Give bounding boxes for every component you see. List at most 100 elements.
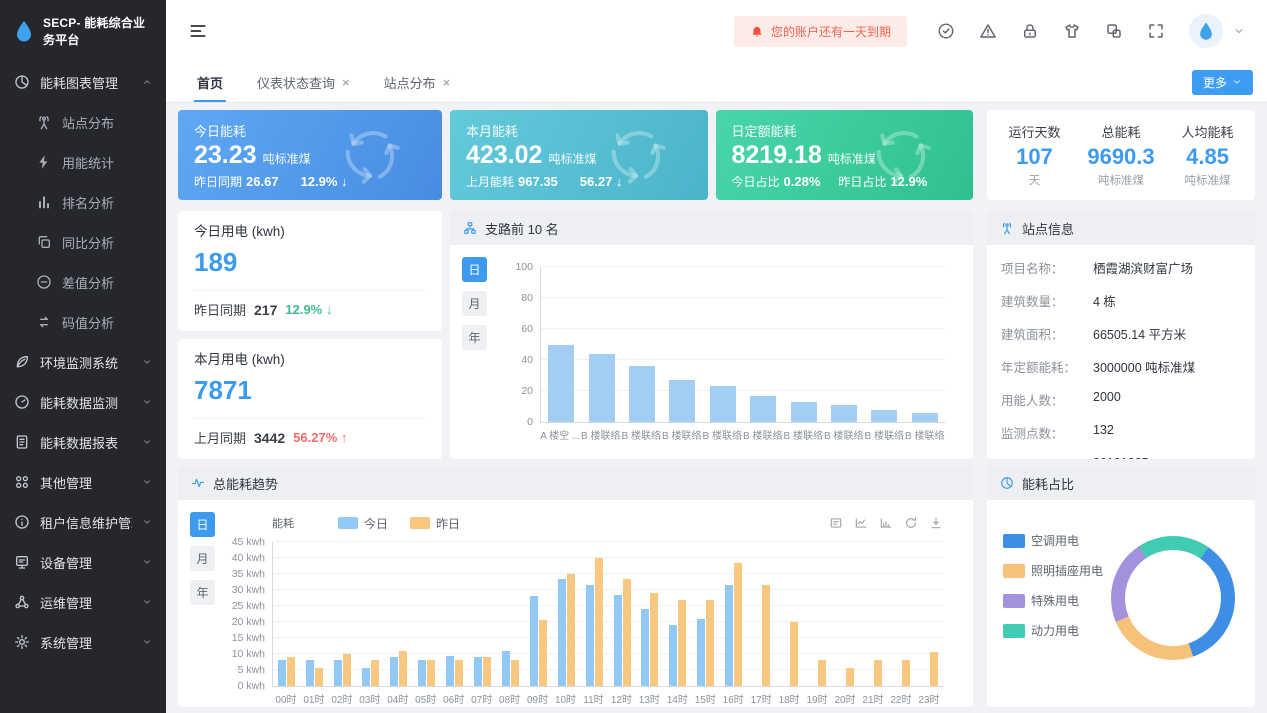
sidebar-item-system-mgmt[interactable]: 系统管理 bbox=[0, 622, 166, 662]
branch-top10-panel: 支路前 10 名 日月年 0 20 40 60 80 100 A 楼空 ... B 楼联络 B 楼… bbox=[450, 211, 973, 459]
bar-group bbox=[831, 542, 859, 686]
submenu-chart-mgmt: 站点分布 用能统计排名分析同比分析 差值分析 码值分析 bbox=[0, 102, 166, 342]
sidebar-item-other-mgmt[interactable]: 其他管理 bbox=[0, 462, 166, 502]
sidebar-item-energy-monitor[interactable]: 能耗数据监测 bbox=[0, 382, 166, 422]
gridline bbox=[273, 605, 943, 606]
x-tick-label: 06时 bbox=[443, 695, 465, 706]
site-info-row: 用能人数： 2000 bbox=[1001, 383, 1241, 416]
sidebar-item-chart-mgmt[interactable]: 能耗图表管理 bbox=[0, 62, 166, 102]
info-label: 用能人数： bbox=[1001, 394, 1064, 408]
device-icon bbox=[14, 554, 30, 570]
legend-item-昨日[interactable]: 昨日 bbox=[410, 515, 460, 532]
sidebar-item-device-mgmt[interactable]: 设备管理 bbox=[0, 542, 166, 582]
chevron-icon bbox=[142, 637, 152, 647]
avatar[interactable] bbox=[1189, 14, 1223, 48]
chevron-icon bbox=[142, 597, 152, 607]
legend-item-动力用电[interactable]: 动力用电 bbox=[1003, 622, 1103, 639]
bar-chart-icon[interactable] bbox=[879, 516, 893, 530]
x-tick-label: 00时 bbox=[275, 695, 297, 706]
legend-swatch bbox=[338, 517, 358, 529]
sidebar-item-ranking-analysis[interactable]: 排名分析 bbox=[0, 182, 166, 222]
user-menu-chevron-icon[interactable] bbox=[1233, 25, 1245, 37]
close-icon[interactable]: × bbox=[442, 74, 451, 90]
info-value: 2000 bbox=[1093, 390, 1121, 404]
bar-今日 bbox=[557, 578, 566, 686]
tabbar: 首页 仪表状态查询 × 站点分布 × 更多 bbox=[166, 62, 1267, 103]
sidebar-item-label: 租户信息维护管理 bbox=[40, 515, 132, 531]
toggle-日[interactable]: 日 bbox=[190, 512, 215, 537]
report-icon bbox=[14, 434, 30, 450]
sidebar-item-energy-stats[interactable]: 用能统计 bbox=[0, 142, 166, 182]
site-info-row: 项目名称： 栖霞湖滨财富广场 bbox=[1001, 251, 1241, 284]
sidebar-item-label: 能耗数据监测 bbox=[40, 395, 119, 411]
line-chart-icon[interactable] bbox=[854, 516, 868, 530]
sidebar-item-yoy-analysis[interactable]: 同比分析 bbox=[0, 222, 166, 262]
sidebar-item-tenant-info[interactable]: 租户信息维护管理 bbox=[0, 502, 166, 542]
bar bbox=[669, 380, 696, 422]
legend-item-照明插座用电[interactable]: 照明插座用电 bbox=[1003, 562, 1103, 579]
sidebar-item-label: 排名分析 bbox=[62, 195, 115, 211]
bar-昨日 bbox=[650, 593, 659, 686]
sidebar-item-site-distribution[interactable]: 站点分布 bbox=[0, 102, 166, 142]
gridline bbox=[541, 297, 945, 298]
data-view-icon[interactable] bbox=[829, 516, 843, 530]
bar-今日 bbox=[585, 585, 594, 686]
collapse-menu-icon[interactable] bbox=[188, 21, 208, 41]
tab-home[interactable]: 首页 bbox=[180, 62, 240, 102]
fullscreen-icon[interactable] bbox=[1147, 22, 1165, 40]
bar-group bbox=[413, 542, 441, 686]
x-tick-label: 02时 bbox=[331, 695, 353, 706]
alert-text: 您的账户还有一天到期 bbox=[770, 24, 891, 39]
bar-昨日 bbox=[734, 562, 743, 686]
y-tick-label: 100 bbox=[515, 261, 533, 273]
more-label: 更多 bbox=[1202, 75, 1227, 90]
sidebar: SECP- 能耗综合业务平台 能耗图表管理 站点分布 用能统计 排名分析 同比分析 差值分… bbox=[0, 0, 166, 713]
usage-value: 7871 bbox=[194, 375, 252, 405]
warning-icon[interactable] bbox=[979, 22, 997, 40]
topbar: 您的账户还有一天到期 bbox=[166, 0, 1267, 62]
theme-shirt-icon[interactable] bbox=[1063, 22, 1081, 40]
toggle-日[interactable]: 日 bbox=[462, 257, 487, 282]
bar-group bbox=[385, 542, 413, 686]
site-info-row: 年定额能耗： 3000000 吨标准煤 bbox=[1001, 350, 1241, 383]
bar-昨日 bbox=[817, 660, 826, 686]
sidebar-item-env-monitor[interactable]: 环境监测系统 bbox=[0, 342, 166, 382]
usage-percent: 56.27% ↑ bbox=[293, 430, 348, 445]
y-tick-label: 20 bbox=[521, 385, 533, 397]
account-expiry-alert[interactable]: 您的账户还有一天到期 bbox=[733, 15, 907, 47]
usage-title: 本月用电 (kwh) bbox=[194, 352, 285, 367]
branch-plot: 0 20 40 60 80 100 bbox=[515, 261, 945, 428]
legend-swatch bbox=[1003, 593, 1025, 608]
lock-icon[interactable] bbox=[1021, 22, 1039, 40]
more-button[interactable]: 更多 bbox=[1191, 69, 1253, 95]
legend-item-特殊用电[interactable]: 特殊用电 bbox=[1003, 592, 1103, 609]
toggle-年[interactable]: 年 bbox=[462, 325, 487, 350]
card-value: 423.02 吨标准煤 bbox=[466, 141, 597, 169]
sidebar-item-energy-report[interactable]: 能耗数据报表 bbox=[0, 422, 166, 462]
download-icon[interactable] bbox=[929, 516, 943, 530]
card-title: 今日能耗 bbox=[194, 124, 247, 139]
legend-item-空调用电[interactable]: 空调用电 bbox=[1003, 532, 1103, 549]
pages-icon[interactable] bbox=[1105, 22, 1123, 40]
bar-今日 bbox=[278, 660, 287, 686]
tab-meter-status[interactable]: 仪表状态查询 × bbox=[240, 62, 367, 102]
toggle-年[interactable]: 年 bbox=[190, 580, 215, 605]
badge-check-icon[interactable] bbox=[937, 22, 955, 40]
sidebar-item-code-analysis[interactable]: 码值分析 bbox=[0, 302, 166, 342]
info-value: 20191225 bbox=[1093, 456, 1149, 459]
legend-item-今日[interactable]: 今日 bbox=[338, 515, 388, 532]
bar-group bbox=[664, 542, 692, 686]
card-title: 日定额能耗 bbox=[731, 124, 797, 139]
site-panel-header: 站点信息 bbox=[987, 211, 1255, 245]
sidebar-item-ops-mgmt[interactable]: 运维管理 bbox=[0, 582, 166, 622]
tab-label: 站点分布 bbox=[383, 75, 436, 91]
close-icon[interactable]: × bbox=[342, 74, 350, 90]
refresh-icon[interactable] bbox=[904, 516, 918, 530]
sidebar-item-diff-analysis[interactable]: 差值分析 bbox=[0, 262, 166, 302]
toggle-月[interactable]: 月 bbox=[462, 291, 487, 316]
info-value: 3000000 吨标准煤 bbox=[1093, 361, 1196, 375]
bar-今日 bbox=[334, 660, 343, 686]
y-tick-label: 35 kwh bbox=[231, 568, 265, 580]
toggle-月[interactable]: 月 bbox=[190, 546, 215, 571]
tab-site-distribution[interactable]: 站点分布 × bbox=[367, 62, 468, 102]
